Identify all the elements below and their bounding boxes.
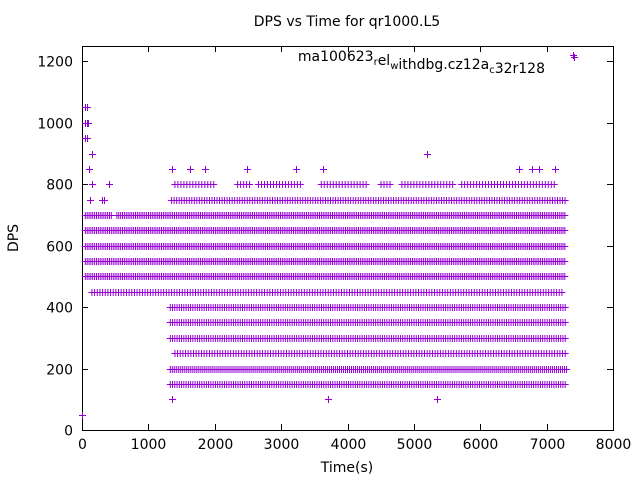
data-band — [81, 243, 569, 250]
data-point — [516, 166, 523, 173]
x-tick-label: 1000 — [131, 437, 167, 453]
legend: ma100623relwithdbg.cz12ac32r128 — [298, 49, 578, 77]
data-point — [246, 181, 254, 188]
legend-marker — [571, 54, 578, 61]
data-band — [166, 304, 569, 311]
legend-text-part: el — [378, 53, 391, 69]
data-band — [171, 181, 558, 188]
data-point — [434, 396, 441, 403]
data-point — [424, 151, 431, 158]
data-point — [210, 181, 218, 188]
data-band — [166, 381, 569, 388]
data-point — [552, 166, 559, 173]
data-band — [88, 289, 566, 296]
y-axis-label: DPS — [6, 224, 22, 252]
legend-label: ma100623relwithdbg.cz12ac32r128 — [298, 49, 545, 77]
data-point — [529, 166, 536, 173]
y-tick-label: 1200 — [37, 55, 73, 71]
data-points — [79, 52, 577, 419]
data-point — [79, 412, 86, 419]
legend-subscript: c — [489, 65, 495, 76]
chart-title: DPS vs Time for qr1000.L5 — [254, 14, 440, 30]
data-point — [169, 166, 176, 173]
data-point — [106, 181, 113, 188]
data-point — [561, 335, 569, 342]
data-point — [561, 212, 569, 219]
data-point — [561, 350, 569, 357]
legend-marker-symbol — [571, 54, 578, 61]
legend-text-part: 32r128 — [495, 61, 545, 77]
data-point — [85, 120, 92, 127]
data-band — [81, 212, 569, 219]
y-tick-label: 400 — [46, 301, 73, 317]
data-point — [561, 258, 569, 265]
y-tick-label: 800 — [46, 178, 73, 194]
data-point — [558, 289, 566, 296]
data-point — [86, 166, 93, 173]
data-point — [89, 181, 96, 188]
data-point — [244, 166, 251, 173]
data-point — [296, 181, 304, 188]
y-tick-label: 200 — [46, 363, 73, 379]
data-point — [187, 166, 194, 173]
x-tick-label: 8000 — [596, 437, 632, 453]
data-point — [84, 104, 91, 111]
data-point — [89, 151, 96, 158]
x-tick-label: 4000 — [331, 437, 367, 453]
x-axis-label: Time(s) — [320, 460, 373, 476]
data-point — [561, 243, 569, 250]
data-point — [561, 319, 569, 326]
data-point — [169, 396, 176, 403]
data-point — [561, 197, 569, 204]
data-point — [386, 181, 394, 188]
data-band — [166, 366, 571, 373]
data-point — [561, 381, 569, 388]
data-band — [168, 197, 569, 204]
data-point — [561, 227, 569, 234]
axis-ticks: 0 1000 2000 3000 4000 5000 6000 7000 8000 0 200 400… — [37, 46, 631, 453]
x-tick-label: 2000 — [198, 437, 234, 453]
data-point — [202, 166, 209, 173]
data-band — [166, 319, 569, 326]
data-point — [84, 135, 91, 142]
data-point — [561, 273, 569, 280]
legend-subscript: w — [390, 61, 398, 72]
x-tick-label: 7000 — [530, 437, 566, 453]
legend-subscript: r — [374, 57, 379, 68]
data-point — [362, 181, 370, 188]
y-tick-label: 600 — [46, 240, 73, 256]
x-tick-label: 0 — [78, 437, 87, 453]
data-point — [101, 197, 108, 204]
data-band — [166, 335, 569, 342]
x-tick-label: 3000 — [264, 437, 300, 453]
legend-text-part: ma100623 — [298, 49, 374, 65]
y-tick-label: 0 — [64, 424, 73, 440]
data-band — [81, 273, 569, 280]
data-point — [325, 396, 332, 403]
data-band — [171, 350, 569, 357]
data-band — [81, 258, 569, 265]
x-tick-label: 6000 — [463, 437, 499, 453]
data-point — [536, 166, 543, 173]
x-tick-label: 5000 — [397, 437, 433, 453]
data-point — [320, 166, 327, 173]
data-point — [561, 304, 569, 311]
data-point — [293, 166, 300, 173]
data-point — [87, 197, 94, 204]
data-point — [563, 366, 571, 373]
data-point — [550, 181, 558, 188]
data-point — [449, 181, 457, 188]
legend-text-part: ithdbg.cz12a — [398, 57, 489, 73]
data-band — [81, 227, 569, 234]
y-tick-label: 1000 — [37, 117, 73, 133]
